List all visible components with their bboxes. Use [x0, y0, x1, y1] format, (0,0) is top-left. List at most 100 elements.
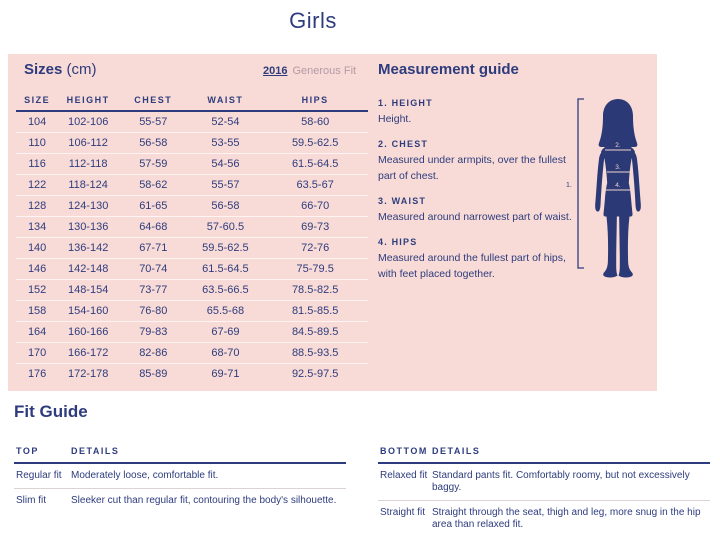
table-cell: 75-79.5: [262, 259, 368, 280]
table-cell: 61-65: [118, 196, 188, 217]
fit-guide-heading: Fit Guide: [14, 402, 88, 422]
column-header: WAIST: [188, 90, 262, 111]
table-cell: 61.5-64.5: [262, 154, 368, 175]
table-cell: 61.5-64.5: [188, 259, 262, 280]
figure-label-waist: 3.: [615, 164, 621, 171]
table-cell: 164: [16, 322, 58, 343]
table-cell: 69-71: [188, 364, 262, 385]
table-cell: Regular fit: [14, 463, 69, 489]
guide-item-text: Measured around narrowest part of waist.: [378, 209, 574, 225]
table-cell: 55-57: [118, 111, 188, 133]
guide-item-text: Height.: [378, 111, 574, 127]
guide-item-hips: 4. HIPS Measured around the fullest part…: [378, 237, 574, 282]
table-cell: 59.5-62.5: [262, 133, 368, 154]
table-cell: 55-57: [188, 175, 262, 196]
table-cell: Moderately loose, comfortable fit.: [69, 463, 346, 489]
table-cell: 148-154: [58, 280, 118, 301]
table-cell: 59.5-62.5: [188, 238, 262, 259]
silhouette-arm: [632, 150, 641, 212]
table-cell: 53-55: [188, 133, 262, 154]
table-cell: 67-71: [118, 238, 188, 259]
table-cell: 56-58: [118, 133, 188, 154]
measurement-guide-heading: Measurement guide: [378, 61, 519, 78]
silhouette-arm: [595, 150, 604, 212]
sizes-heading: Sizes (cm): [24, 61, 97, 78]
table-cell: 88.5-93.5: [262, 343, 368, 364]
table-cell: 81.5-85.5: [262, 301, 368, 322]
table-cell: 63.5-66.5: [188, 280, 262, 301]
guide-item-label: 3. WAIST: [378, 196, 574, 206]
table-cell: 92.5-97.5: [262, 364, 368, 385]
column-header: CHEST: [118, 90, 188, 111]
guide-item-label: 4. HIPS: [378, 237, 574, 247]
column-header: DETAILS: [69, 446, 346, 463]
table-cell: 122: [16, 175, 58, 196]
table-cell: 52-54: [188, 111, 262, 133]
guide-item-label: 1. HEIGHT: [378, 98, 574, 108]
table-cell: Relaxed fit: [378, 463, 430, 501]
year-2016-link[interactable]: 2016: [263, 65, 287, 77]
table-cell: 64-68: [118, 217, 188, 238]
table-cell: 140: [16, 238, 58, 259]
column-header: HIPS: [262, 90, 368, 111]
measurement-figure: 1. 2. 3. 4.: [563, 94, 663, 334]
table-cell: 57-59: [118, 154, 188, 175]
column-header: HEIGHT: [58, 90, 118, 111]
table-cell: 104: [16, 111, 58, 133]
table-cell: Straight through the seat, thigh and leg…: [430, 501, 710, 537]
table-cell: 136-142: [58, 238, 118, 259]
guide-item-label: 2. CHEST: [378, 139, 574, 149]
table-cell: 57-60.5: [188, 217, 262, 238]
table-cell: 102-106: [58, 111, 118, 133]
silhouette-hair: [599, 99, 638, 147]
table-cell: 118-124: [58, 175, 118, 196]
table-cell: 158: [16, 301, 58, 322]
table-cell: 72-76: [262, 238, 368, 259]
guide-item-waist: 3. WAIST Measured around narrowest part …: [378, 196, 574, 225]
table-cell: 110: [16, 133, 58, 154]
table-cell: 58-62: [118, 175, 188, 196]
table-cell: 166-172: [58, 343, 118, 364]
table-cell: Straight fit: [378, 501, 430, 537]
table-cell: 73-77: [118, 280, 188, 301]
table-cell: 69-73: [262, 217, 368, 238]
page-title: Girls: [0, 8, 626, 34]
table-cell: 128: [16, 196, 58, 217]
table-cell: 63.5-67: [262, 175, 368, 196]
table-cell: 66-70: [262, 196, 368, 217]
table-cell: Slim fit: [14, 489, 69, 514]
table-cell: 68-70: [188, 343, 262, 364]
column-header: TOP: [14, 446, 69, 463]
table-cell: 130-136: [58, 217, 118, 238]
measurement-guide: 1. HEIGHT Height. 2. CHEST Measured unde…: [378, 98, 574, 294]
figure-label-chest: 2.: [615, 142, 621, 149]
table-cell: 54-56: [188, 154, 262, 175]
guide-item-height: 1. HEIGHT Height.: [378, 98, 574, 127]
guide-item-chest: 2. CHEST Measured under armpits, over th…: [378, 139, 574, 184]
table-cell: 116: [16, 154, 58, 175]
table-cell: 142-148: [58, 259, 118, 280]
guide-item-text: Measured around the fullest part of hips…: [378, 250, 574, 282]
column-header: DETAILS: [430, 446, 710, 463]
table-cell: 78.5-82.5: [262, 280, 368, 301]
table-cell: 134: [16, 217, 58, 238]
table-cell: 112-118: [58, 154, 118, 175]
table-cell: Sleeker cut than regular fit, contouring…: [69, 489, 346, 514]
table-cell: 170: [16, 343, 58, 364]
